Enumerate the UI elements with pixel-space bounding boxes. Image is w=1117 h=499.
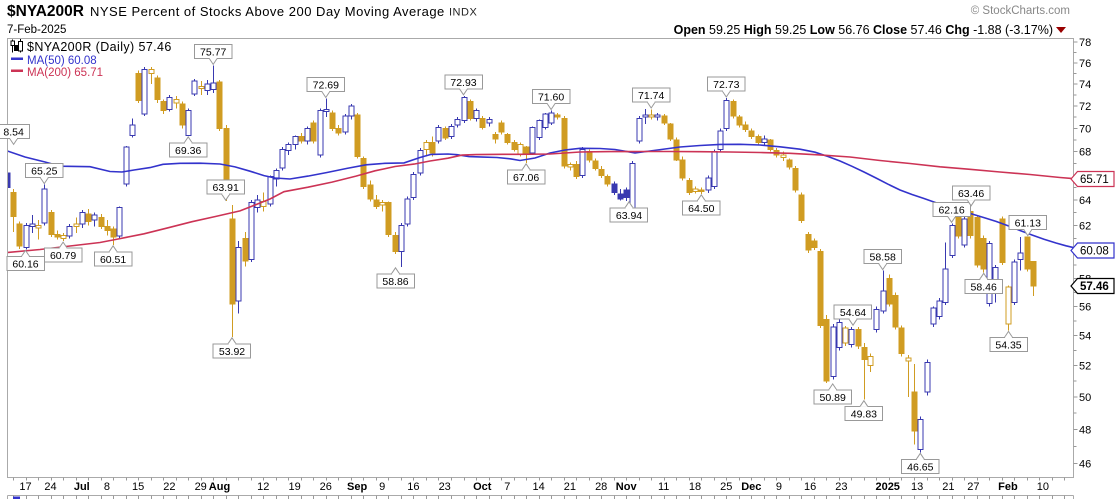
svg-text:58.86: 58.86 [382,276,408,288]
svg-text:54.35: 54.35 [995,339,1021,351]
svg-text:21: 21 [564,481,576,493]
svg-text:71.60: 71.60 [538,92,564,104]
svg-text:9: 9 [379,481,385,493]
svg-text:23: 23 [835,481,847,493]
svg-text:68: 68 [1079,147,1091,159]
svg-text:13: 13 [911,481,923,493]
svg-text:Sep: Sep [347,481,367,493]
svg-text:64: 64 [1079,195,1091,207]
svg-text:53.92: 53.92 [219,346,245,358]
svg-text:Open 59.25 High 59.25 Low 56: Open 59.25 High 59.25 Low 56.76 Close 57… [674,23,1053,37]
svg-text:24: 24 [44,481,56,493]
svg-text:Feb: Feb [998,481,1018,493]
svg-text:72.73: 72.73 [713,79,739,91]
svg-text:15: 15 [132,481,144,493]
svg-text:17: 17 [19,481,31,493]
svg-text:72.93: 72.93 [450,77,476,89]
svg-text:62.16: 62.16 [938,204,964,216]
svg-text:60.51: 60.51 [100,254,126,266]
svg-text:56: 56 [1079,302,1091,314]
svg-text:54.64: 54.64 [840,307,866,319]
svg-text:22: 22 [163,481,175,493]
svg-text:Nov: Nov [616,481,638,493]
svg-text:16: 16 [804,481,816,493]
svg-text:60.16: 60.16 [12,258,38,270]
svg-text:8: 8 [104,481,110,493]
svg-text:46.65: 46.65 [907,461,933,473]
svg-text:26: 26 [320,481,332,493]
svg-text:12: 12 [257,481,269,493]
svg-text:63.94: 63.94 [616,210,642,222]
svg-text:78: 78 [1079,37,1091,49]
svg-text:10: 10 [1037,481,1049,493]
svg-text:70: 70 [1079,124,1091,136]
svg-text:63.91: 63.91 [213,182,239,194]
svg-text:57.46: 57.46 [1080,281,1109,293]
svg-text:69.36: 69.36 [175,145,201,157]
svg-text:9: 9 [776,481,782,493]
svg-text:18: 18 [689,481,701,493]
svg-text:MA(200) 65.71: MA(200) 65.71 [27,67,103,79]
svg-text:75.77: 75.77 [200,46,226,58]
svg-text:48: 48 [1079,425,1091,437]
svg-text:Dec: Dec [741,481,761,493]
svg-text:60.79: 60.79 [50,250,76,262]
svg-text:2025: 2025 [875,481,899,493]
svg-text:52: 52 [1079,361,1091,373]
svg-text:21: 21 [942,481,954,493]
svg-text:65.25: 65.25 [31,166,57,178]
svg-text:62: 62 [1079,220,1091,232]
svg-text:49.83: 49.83 [851,409,877,421]
svg-text:Oct: Oct [473,481,492,493]
svg-text:50: 50 [1079,392,1091,404]
svg-text:Aug: Aug [209,481,230,493]
svg-text:46: 46 [1079,459,1091,471]
svg-text:74: 74 [1079,79,1091,91]
svg-text:7: 7 [504,481,510,493]
svg-text:72: 72 [1079,101,1091,113]
svg-text:64.50: 64.50 [688,203,714,215]
svg-text:23: 23 [439,481,451,493]
svg-text:$NYA200R (Daily) 57.46: $NYA200R (Daily) 57.46 [27,40,172,54]
svg-text:14: 14 [532,481,544,493]
svg-text:58.58: 58.58 [870,252,896,264]
svg-text:29: 29 [195,481,207,493]
svg-text:76: 76 [1079,58,1091,70]
svg-text:© StockCharts.com: © StockCharts.com [971,5,1070,17]
svg-text:58.46: 58.46 [971,281,997,293]
svg-text:MA(50) 60.08: MA(50) 60.08 [27,55,97,67]
svg-text:7-Feb-2025: 7-Feb-2025 [7,24,66,36]
svg-text:72.69: 72.69 [313,79,339,91]
svg-text:67.06: 67.06 [513,172,539,184]
svg-text:8.54: 8.54 [3,126,24,138]
svg-text:INDX: INDX [449,7,477,19]
svg-text:71.74: 71.74 [638,90,664,102]
svg-text:60.08: 60.08 [1080,246,1109,258]
svg-text:25: 25 [720,481,732,493]
svg-text:Jul: Jul [74,481,90,493]
svg-text:27: 27 [967,481,979,493]
svg-text:61.13: 61.13 [1015,218,1041,230]
svg-text:$NYA200R: $NYA200R [7,3,84,20]
svg-text:11: 11 [658,481,669,493]
svg-text:16: 16 [407,481,419,493]
svg-text:65.71: 65.71 [1080,174,1109,186]
svg-text:50.89: 50.89 [820,392,846,404]
svg-text:63.46: 63.46 [958,188,984,200]
svg-text:19: 19 [288,481,300,493]
svg-text:54: 54 [1079,331,1091,343]
svg-text:NYSE Percent of Stocks Above 2: NYSE Percent of Stocks Above 200 Day Mov… [90,4,445,19]
svg-text:28: 28 [595,481,607,493]
